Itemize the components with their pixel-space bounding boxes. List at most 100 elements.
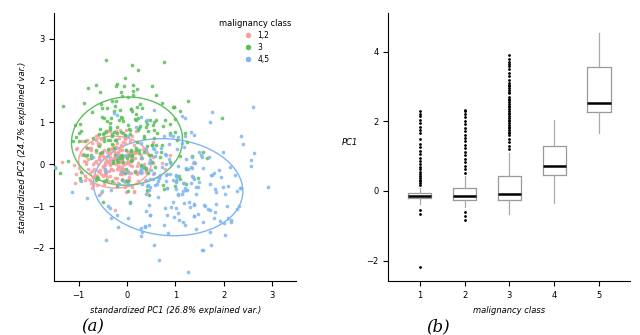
Point	[88, 136, 98, 141]
Point	[111, 98, 121, 104]
Point	[96, 191, 106, 196]
Point	[172, 175, 182, 181]
Point	[97, 189, 107, 194]
Point	[161, 118, 171, 123]
Point	[95, 126, 105, 131]
Point	[218, 184, 228, 190]
Point	[137, 181, 147, 187]
Point	[125, 158, 136, 163]
Point	[120, 161, 131, 166]
Point	[211, 190, 221, 195]
Point	[116, 164, 127, 169]
Legend: 1,2, 3, 4,5: 1,2, 3, 4,5	[217, 17, 292, 65]
Point	[106, 115, 116, 121]
Point	[216, 174, 226, 179]
Point	[93, 168, 104, 174]
Point	[127, 108, 137, 114]
Point	[132, 127, 143, 132]
Point	[118, 160, 128, 165]
Point	[139, 133, 149, 139]
Point	[249, 151, 259, 156]
Point	[120, 127, 131, 133]
Point	[79, 152, 89, 157]
Point	[136, 162, 146, 168]
Point	[156, 145, 166, 151]
Point	[95, 102, 106, 107]
Point	[147, 160, 157, 165]
Point	[80, 177, 90, 183]
Point	[92, 174, 102, 180]
Point	[138, 164, 148, 170]
Point	[147, 160, 157, 165]
Point	[100, 177, 111, 182]
Point	[124, 152, 134, 157]
Point	[112, 184, 122, 189]
Point	[116, 90, 127, 95]
Point	[145, 157, 155, 162]
Point	[131, 117, 141, 122]
Point	[181, 165, 191, 171]
Point	[140, 178, 150, 183]
Point	[232, 188, 242, 193]
Point	[116, 153, 126, 159]
Point	[165, 172, 175, 177]
Point	[103, 159, 113, 164]
Point	[80, 138, 90, 144]
Point	[122, 178, 132, 183]
Point	[161, 173, 172, 178]
Point	[180, 133, 191, 138]
Point	[100, 171, 111, 176]
Point	[157, 100, 167, 106]
Point	[111, 138, 121, 143]
Point	[175, 109, 185, 114]
Point	[105, 206, 115, 211]
Point	[136, 115, 146, 120]
Point	[143, 192, 154, 197]
Point	[232, 207, 242, 212]
Point	[141, 144, 152, 149]
Point	[141, 150, 152, 156]
Point	[111, 161, 122, 166]
Point	[151, 142, 161, 147]
Point	[141, 177, 152, 183]
Point	[148, 154, 158, 160]
Point	[90, 160, 100, 165]
Point	[113, 145, 124, 151]
Point	[136, 155, 147, 160]
Point	[189, 132, 199, 137]
Point	[113, 224, 124, 230]
Point	[58, 104, 68, 109]
Point	[123, 122, 133, 128]
Point	[106, 145, 116, 150]
Point	[140, 161, 150, 167]
Point	[69, 162, 79, 168]
Point	[189, 213, 199, 218]
Point	[127, 153, 138, 158]
Point	[120, 152, 131, 157]
Point	[196, 152, 206, 158]
Point	[107, 179, 117, 184]
Point	[191, 184, 202, 190]
Point	[225, 164, 236, 170]
Point	[109, 156, 120, 161]
Point	[177, 113, 188, 119]
Point	[136, 225, 147, 230]
Point	[109, 181, 119, 186]
Point	[93, 133, 103, 138]
Point	[111, 113, 122, 118]
Point	[116, 171, 126, 177]
Point	[127, 154, 137, 159]
Point	[80, 174, 90, 179]
Point	[145, 177, 155, 182]
Point	[209, 171, 220, 176]
Point	[138, 165, 148, 171]
X-axis label: standardized PC1 (26.8% explained var.): standardized PC1 (26.8% explained var.)	[90, 306, 261, 315]
Point	[95, 153, 106, 158]
Point	[164, 159, 175, 165]
Point	[236, 185, 246, 190]
Point	[114, 135, 124, 141]
Point	[188, 160, 198, 165]
Point	[150, 153, 161, 159]
Point	[101, 238, 111, 243]
Point	[234, 185, 244, 191]
